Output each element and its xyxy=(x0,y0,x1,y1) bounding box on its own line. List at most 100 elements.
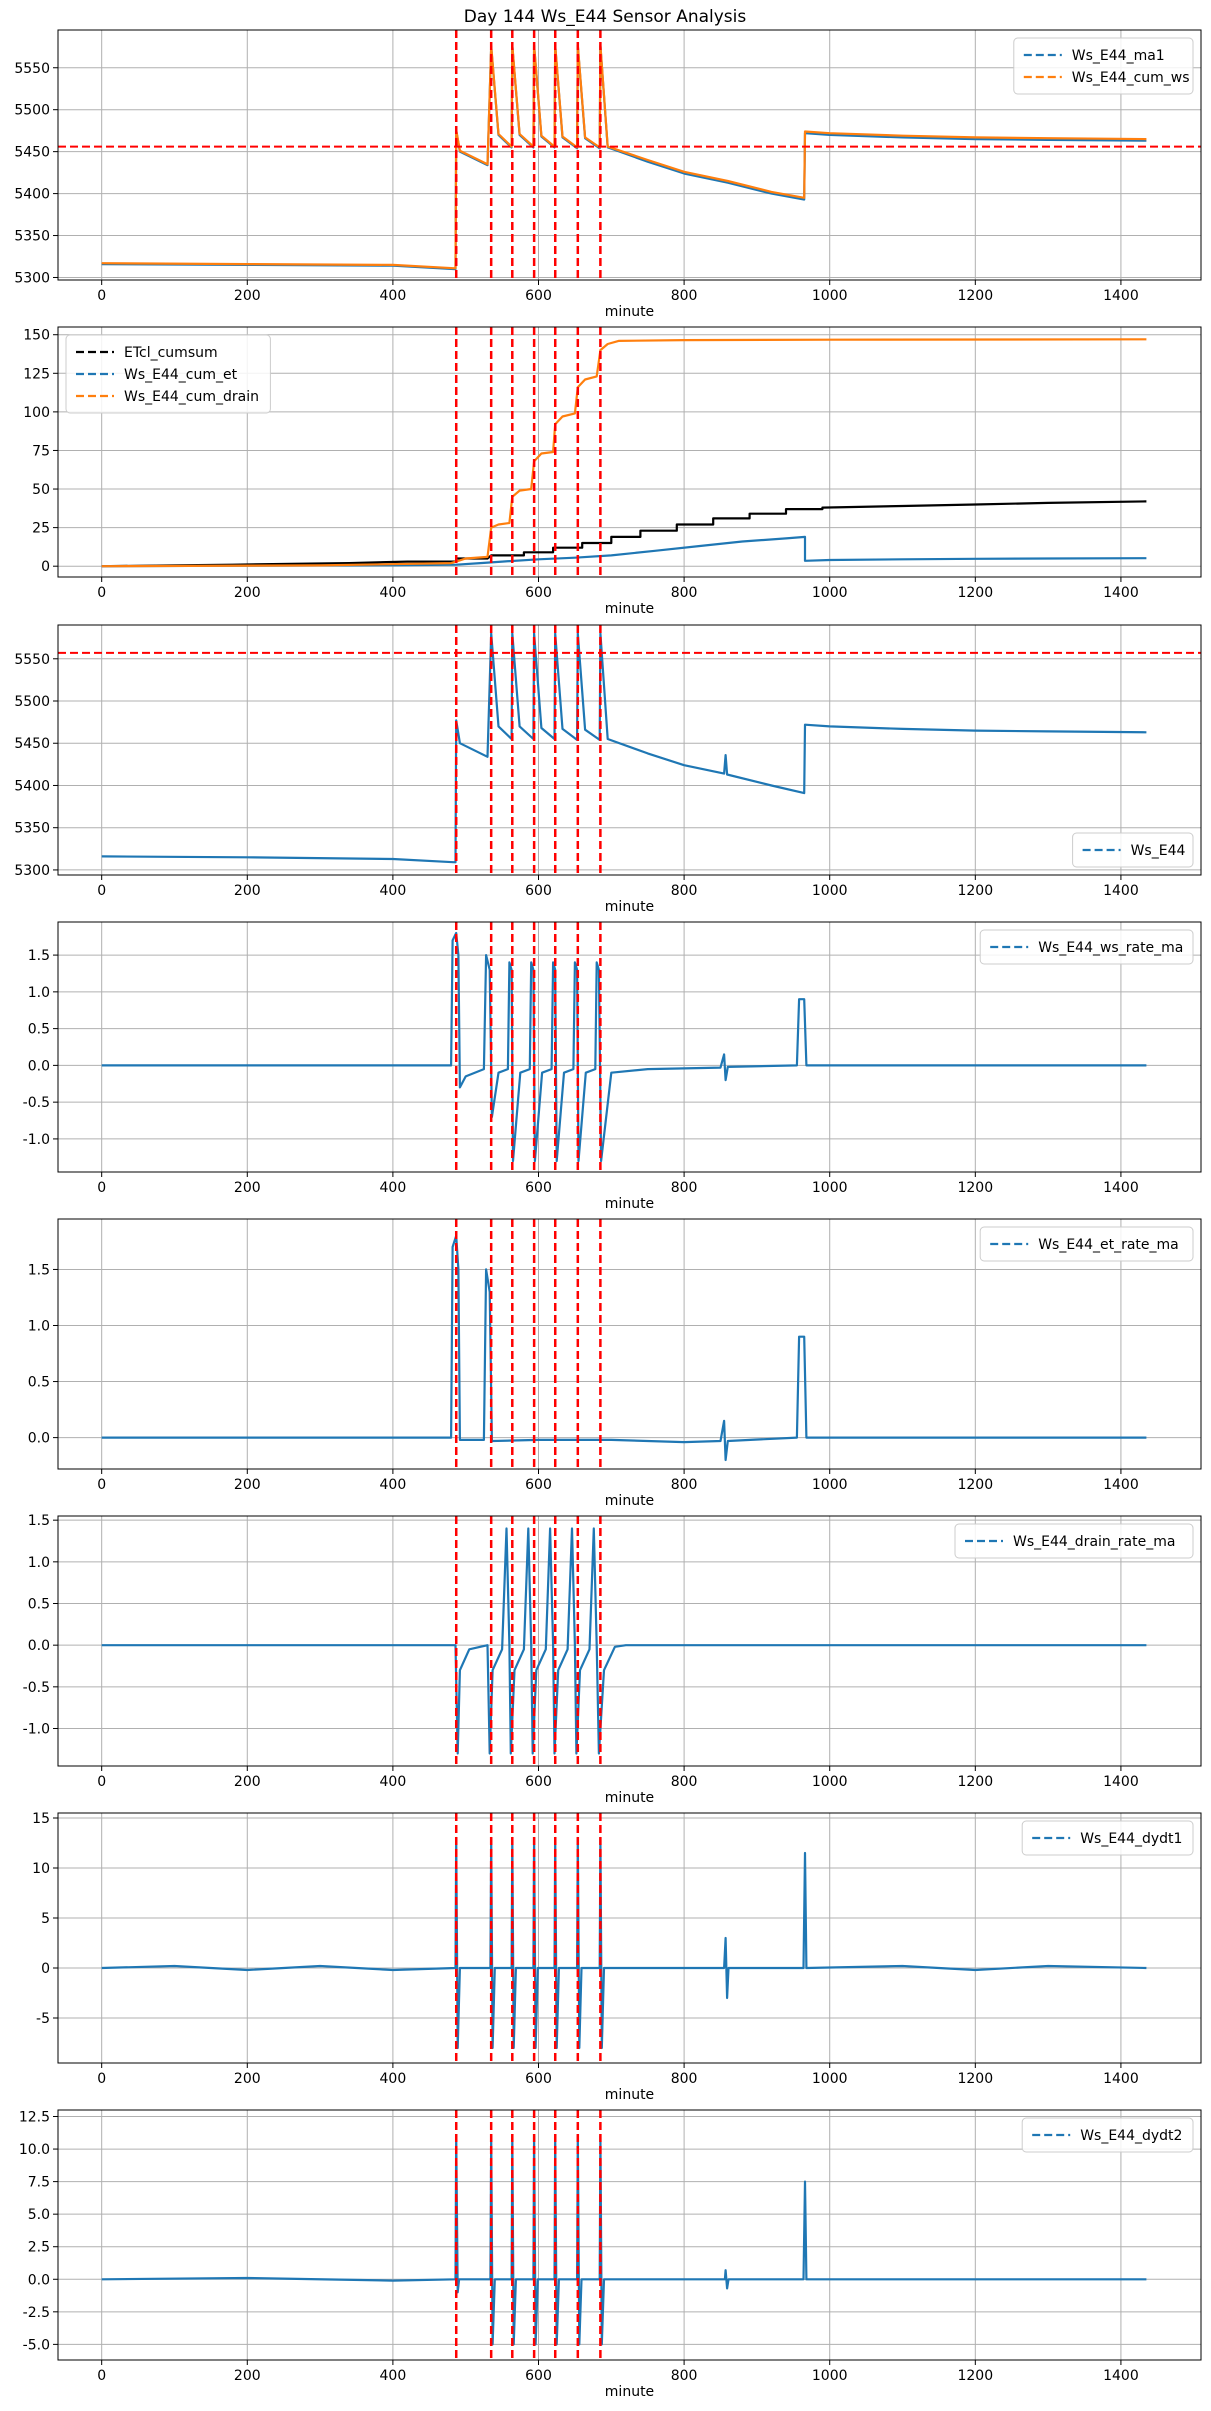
legend-label: Ws_E44_dydt2 xyxy=(1080,2128,1182,2144)
axes-frame xyxy=(57,326,1202,578)
x-tick-label: 1200 xyxy=(957,288,993,304)
panel-8: 0 200 400 600 800 1000 1200 1400 -5.0 -2.5 0.0 2.5 5… xyxy=(19,2109,1202,2400)
x-tick-label: 800 xyxy=(671,2368,698,2384)
series-line xyxy=(101,1234,1147,1462)
legend: Ws_E44_dydt1 xyxy=(1021,1820,1194,1856)
x-tick-label: 800 xyxy=(671,1477,698,1493)
panel-1: 0 200 400 600 800 1000 1200 1400 5300 5350 5400 545… xyxy=(14,29,1202,320)
panels-group: 0 200 400 600 800 1000 1200 1400530053505400545… xyxy=(14,29,1202,2400)
x-tick-label: 1400 xyxy=(1103,585,1139,601)
plot-area xyxy=(101,1813,1147,2063)
x-tick-label: 0 xyxy=(97,288,106,304)
panel-7: 0 200 400 600 800 1000 1200 1400 -5 0 5 10 15 minute W… xyxy=(32,1811,1202,2103)
axes-frame xyxy=(57,2109,1202,2361)
x-tick-label: 1000 xyxy=(812,1180,848,1196)
x-tick-label: 600 xyxy=(525,2071,552,2087)
x-tick-label: 1000 xyxy=(812,2071,848,2087)
y-tick-label: -0.5 xyxy=(23,1680,50,1696)
y-tick-label: 5450 xyxy=(14,145,50,161)
x-tick-label: 200 xyxy=(234,1477,261,1493)
x-tick-label: 600 xyxy=(525,1774,552,1790)
legend-label: Ws_E44 xyxy=(1131,843,1186,859)
legend-box xyxy=(65,334,271,414)
legend: Ws_E44_ws_rate_ma xyxy=(979,929,1194,965)
plot-area xyxy=(101,327,1147,577)
x-tick-label: 600 xyxy=(525,1477,552,1493)
x-tick-label: 600 xyxy=(525,883,552,899)
legend-label: ETcl_cumsum xyxy=(124,345,218,361)
legend-label: Ws_E44_dydt1 xyxy=(1080,1831,1182,1847)
x-tick-label: 600 xyxy=(525,585,552,601)
x-tick-label: 200 xyxy=(234,585,261,601)
panel-4: 0 200 400 600 800 1000 1200 1400 -1.0 -0.5 0.0 0.5 1… xyxy=(23,921,1202,1212)
x-tick-label: 1000 xyxy=(812,1477,848,1493)
y-tick-label: 0.5 xyxy=(28,1022,50,1038)
x-tick-label: 0 xyxy=(97,2071,106,2087)
x-tick-label: 1400 xyxy=(1103,2368,1139,2384)
y-tick-label: 100 xyxy=(23,405,50,421)
y-tick-label: -2.5 xyxy=(23,2305,50,2321)
y-tick-label: 2.5 xyxy=(28,2240,50,2256)
y-tick-label: 7.5 xyxy=(28,2175,50,2191)
x-tick-label: 1000 xyxy=(812,1774,848,1790)
x-tick-label: 400 xyxy=(380,1180,407,1196)
legend-box xyxy=(1013,37,1194,95)
x-tick-label: 0 xyxy=(97,2368,106,2384)
x-axis-label: minute xyxy=(605,601,654,617)
x-tick-label: 0 xyxy=(97,883,106,899)
plot-area xyxy=(101,922,1147,1172)
legend-label: Ws_E44_ws_rate_ma xyxy=(1038,940,1183,956)
y-tick-label: 1.5 xyxy=(28,948,50,964)
panel-6: 0 200 400 600 800 1000 1200 1400 -1.0 -0.5 0.0 0.5 1… xyxy=(23,1513,1202,1806)
legend: Ws_E44_et_rate_ma xyxy=(979,1226,1194,1262)
x-tick-label: 600 xyxy=(525,2368,552,2384)
x-tick-label: 200 xyxy=(234,2368,261,2384)
axes-frame xyxy=(57,1218,1202,1470)
y-tick-label: 5300 xyxy=(14,863,50,879)
x-tick-label: 1000 xyxy=(812,585,848,601)
legend-label: Ws_E44_cum_drain xyxy=(124,389,259,405)
legend: Ws_E44_drain_rate_ma xyxy=(954,1523,1194,1559)
legend-box xyxy=(1021,2117,1194,2153)
x-tick-label: 400 xyxy=(380,2368,407,2384)
x-tick-label: 200 xyxy=(234,883,261,899)
plot-area xyxy=(58,625,1201,875)
y-tick-label: 10.0 xyxy=(19,2142,50,2158)
y-tick-label: 5300 xyxy=(14,270,50,286)
x-axis-label: minute xyxy=(605,2087,654,2103)
plot-area xyxy=(101,2110,1147,2360)
series-line xyxy=(101,1527,1147,1755)
legend: Ws_E44 xyxy=(1072,832,1194,868)
x-tick-label: 0 xyxy=(97,585,106,601)
legend-label: Ws_E44_cum_et xyxy=(124,367,238,383)
y-tick-label: 0.5 xyxy=(28,1597,50,1613)
y-tick-label: 5550 xyxy=(14,61,50,77)
y-tick-label: 0.0 xyxy=(28,1638,50,1654)
axes-frame xyxy=(57,1812,1202,2064)
y-tick-label: 1.5 xyxy=(28,1513,50,1529)
panel-3: 0 200 400 600 800 1000 1200 1400 5300 5350 5400 545… xyxy=(14,624,1202,915)
x-tick-label: 1000 xyxy=(812,883,848,899)
x-tick-label: 800 xyxy=(671,1774,698,1790)
y-tick-label: 1.0 xyxy=(28,1319,50,1335)
x-tick-label: 400 xyxy=(380,1774,407,1790)
x-axis-label: minute xyxy=(605,1790,654,1806)
legend-box xyxy=(954,1523,1194,1559)
y-tick-label: 10 xyxy=(32,1861,50,1877)
legend-box xyxy=(1072,832,1194,868)
y-tick-label: -1.0 xyxy=(23,1722,50,1738)
y-tick-label: 15 xyxy=(32,1811,50,1827)
x-tick-label: 1200 xyxy=(957,2368,993,2384)
plot-area xyxy=(58,30,1201,280)
legend-box xyxy=(1021,1820,1194,1856)
series-line xyxy=(101,500,1147,568)
legend-label: Ws_E44_drain_rate_ma xyxy=(1013,1534,1175,1550)
x-tick-label: 0 xyxy=(97,1477,106,1493)
axes-frame xyxy=(57,624,1202,876)
x-tick-label: 800 xyxy=(671,288,698,304)
x-tick-label: 400 xyxy=(380,585,407,601)
y-tick-label: 1.0 xyxy=(28,985,50,1001)
series-line xyxy=(101,535,1147,568)
y-tick-label: 5350 xyxy=(14,821,50,837)
